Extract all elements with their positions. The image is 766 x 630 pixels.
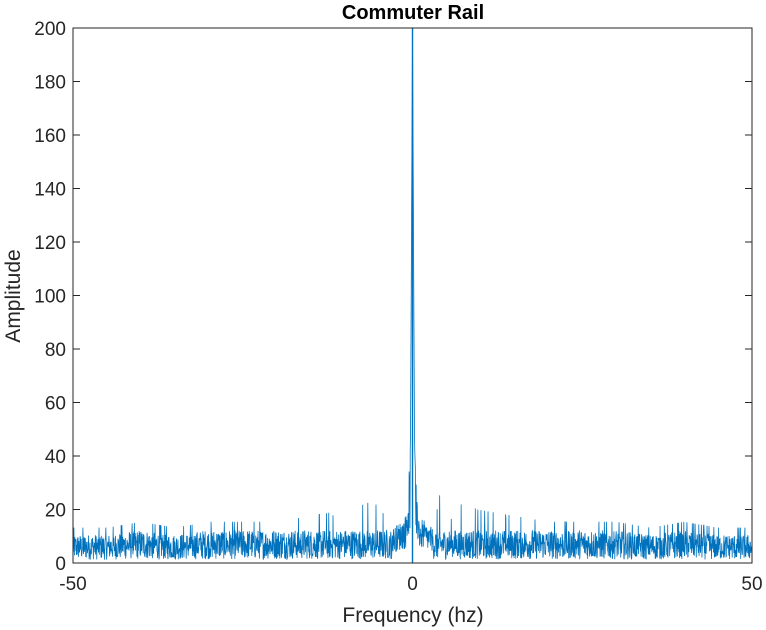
x-tick-label: 0 (407, 574, 418, 595)
y-tick-label: 120 (34, 233, 66, 254)
plot-frame (72, 27, 753, 564)
y-axis-ticks: 0 20 40 60 80 100 120 140 160 180 200 (34, 19, 752, 575)
y-tick-label: 20 (45, 501, 66, 522)
y-tick-label: 60 (45, 394, 66, 415)
y-tick-label: 140 (34, 180, 66, 201)
y-tick-label: 180 (34, 73, 66, 94)
y-tick-label: 200 (34, 19, 66, 40)
y-tick-label: 160 (34, 126, 66, 147)
y-tick-label: 80 (45, 340, 66, 361)
chart-title: Commuter Rail (342, 2, 484, 24)
y-tick-label: 100 (34, 287, 66, 308)
x-tick-label: -50 (59, 574, 86, 595)
x-axis-label: Frequency (hz) (342, 604, 483, 627)
x-tick-label: 50 (741, 574, 762, 595)
y-axis-label: Amplitude (2, 249, 25, 342)
y-tick-label: 0 (55, 554, 66, 575)
y-tick-label: 40 (45, 447, 66, 468)
